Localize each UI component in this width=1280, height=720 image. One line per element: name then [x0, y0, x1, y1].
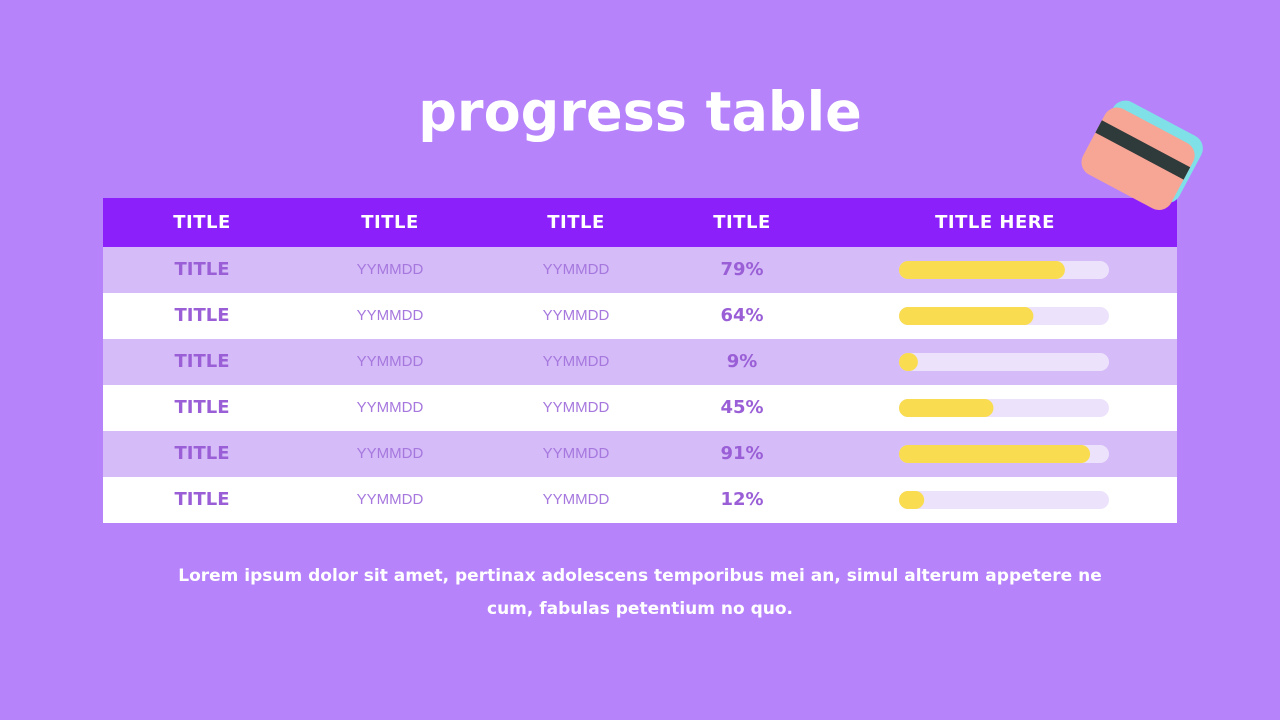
row-start: YYMMDD [357, 399, 424, 416]
row-start: YYMMDD [357, 445, 424, 462]
row-end: YYMMDD [543, 399, 610, 416]
row-percent: 64% [720, 305, 763, 326]
progress-bar [899, 445, 1091, 463]
row-end: YYMMDD [543, 307, 610, 324]
row-title: TITLE [174, 397, 229, 418]
row-title: TITLE [174, 259, 229, 280]
card-icon [1081, 100, 1203, 210]
row-percent: 79% [720, 259, 763, 280]
footer-line: cum, fabulas petentium no quo. [487, 599, 793, 619]
page-title: progress table [418, 81, 861, 144]
row-percent: 9% [727, 351, 758, 372]
column-header: TITLE [361, 212, 419, 233]
column-header: TITLE HERE [935, 212, 1055, 233]
column-header: TITLE [547, 212, 605, 233]
row-start: YYMMDD [357, 491, 424, 508]
row-end: YYMMDD [543, 491, 610, 508]
row-end: YYMMDD [543, 445, 610, 462]
row-end: YYMMDD [543, 261, 610, 278]
progress-bar [899, 353, 918, 371]
row-percent: 91% [720, 443, 763, 464]
row-percent: 12% [720, 489, 763, 510]
row-start: YYMMDD [357, 307, 424, 324]
row-title: TITLE [174, 351, 229, 372]
progress-bar [899, 491, 925, 509]
row-title: TITLE [174, 443, 229, 464]
row-title: TITLE [174, 305, 229, 326]
table-body: TITLE TITLE TITLE TITLE TITLE HERE TITLE YYMMD… [103, 212, 1177, 523]
row-percent: 45% [720, 397, 763, 418]
column-header: TITLE [713, 212, 771, 233]
progress-bar [899, 307, 1034, 325]
progress-track [899, 491, 1109, 509]
progress-bar [899, 261, 1065, 279]
progress-bar [899, 399, 994, 417]
column-header: TITLE [173, 212, 231, 233]
row-start: YYMMDD [357, 353, 424, 370]
row-end: YYMMDD [543, 353, 610, 370]
footer-line: Lorem ipsum dolor sit amet, pertinax ado… [178, 566, 1102, 586]
table-header [103, 198, 1177, 247]
progress-track [899, 353, 1109, 371]
row-title: TITLE [174, 489, 229, 510]
row-start: YYMMDD [357, 261, 424, 278]
